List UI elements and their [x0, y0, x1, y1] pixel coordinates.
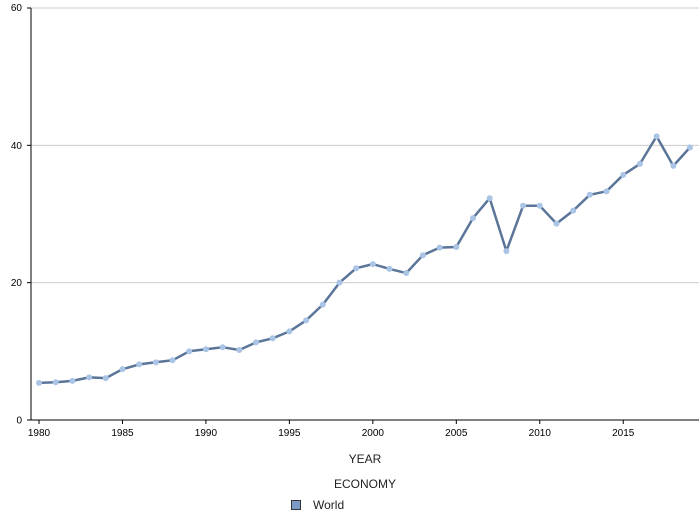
data-point[interactable]	[687, 144, 693, 151]
data-point[interactable]	[52, 379, 59, 386]
x-tick-label: 2005	[445, 428, 468, 439]
series-line	[38, 135, 691, 385]
data-point[interactable]	[436, 244, 443, 251]
data-point[interactable]	[336, 279, 343, 286]
data-point[interactable]	[86, 374, 93, 381]
y-tick-label: 0	[16, 416, 22, 427]
x-tick-label: 1995	[278, 428, 301, 439]
x-axis-title: YEAR	[348, 452, 382, 466]
data-point[interactable]	[119, 366, 126, 373]
data-point[interactable]	[620, 171, 627, 178]
data-point[interactable]	[319, 301, 326, 308]
y-tick-label: 40	[11, 141, 23, 152]
axes	[30, 8, 699, 421]
data-point[interactable]	[419, 252, 426, 259]
data-point[interactable]	[186, 348, 193, 355]
data-point[interactable]	[603, 188, 610, 195]
legend-swatch-world	[291, 500, 301, 510]
data-point[interactable]	[136, 361, 143, 368]
data-point[interactable]	[369, 261, 376, 268]
data-point[interactable]	[586, 191, 593, 198]
data-point[interactable]	[520, 202, 527, 209]
data-point[interactable]	[269, 335, 276, 342]
data-point[interactable]	[286, 328, 293, 335]
data-point[interactable]	[152, 359, 159, 366]
x-tick-label: 2015	[612, 428, 635, 439]
data-point[interactable]	[536, 202, 543, 209]
legend-title: ECONOMY	[333, 477, 396, 491]
x-tick-label: 2010	[529, 428, 552, 439]
data-point[interactable]	[470, 215, 476, 222]
data-point[interactable]	[503, 248, 510, 255]
data-point[interactable]	[253, 339, 259, 346]
series-world	[36, 133, 693, 386]
data-point[interactable]	[236, 346, 243, 353]
data-point[interactable]	[553, 220, 560, 227]
x-tick-label: 1985	[111, 428, 134, 439]
data-point[interactable]	[670, 162, 677, 169]
data-point[interactable]	[453, 243, 460, 250]
legend[interactable]: World	[291, 498, 344, 512]
data-point[interactable]	[636, 160, 643, 167]
gridlines	[31, 7, 699, 284]
x-tick-label: 2000	[362, 428, 385, 439]
x-axis-ticks: 1980 1985 1990 1995 2000 2005 2010 2015	[28, 420, 635, 439]
data-point[interactable]	[202, 346, 209, 353]
data-point[interactable]	[303, 317, 310, 324]
data-point[interactable]	[353, 265, 360, 272]
y-tick-label: 60	[11, 3, 23, 14]
x-tick-label: 1980	[28, 428, 51, 439]
y-tick-label: 20	[11, 278, 23, 289]
data-point[interactable]	[69, 377, 76, 384]
data-point[interactable]	[219, 344, 226, 351]
data-point[interactable]	[169, 357, 176, 364]
data-point[interactable]	[36, 379, 42, 386]
legend-label-world: World	[313, 498, 345, 512]
data-point[interactable]	[386, 265, 393, 272]
data-point[interactable]	[102, 375, 109, 382]
data-point[interactable]	[570, 207, 577, 214]
data-point[interactable]	[403, 270, 410, 277]
y-axis-ticks: 0 20 40 60	[11, 3, 31, 427]
data-point[interactable]	[486, 195, 493, 202]
data-point[interactable]	[653, 133, 660, 140]
x-tick-label: 1990	[195, 428, 218, 439]
